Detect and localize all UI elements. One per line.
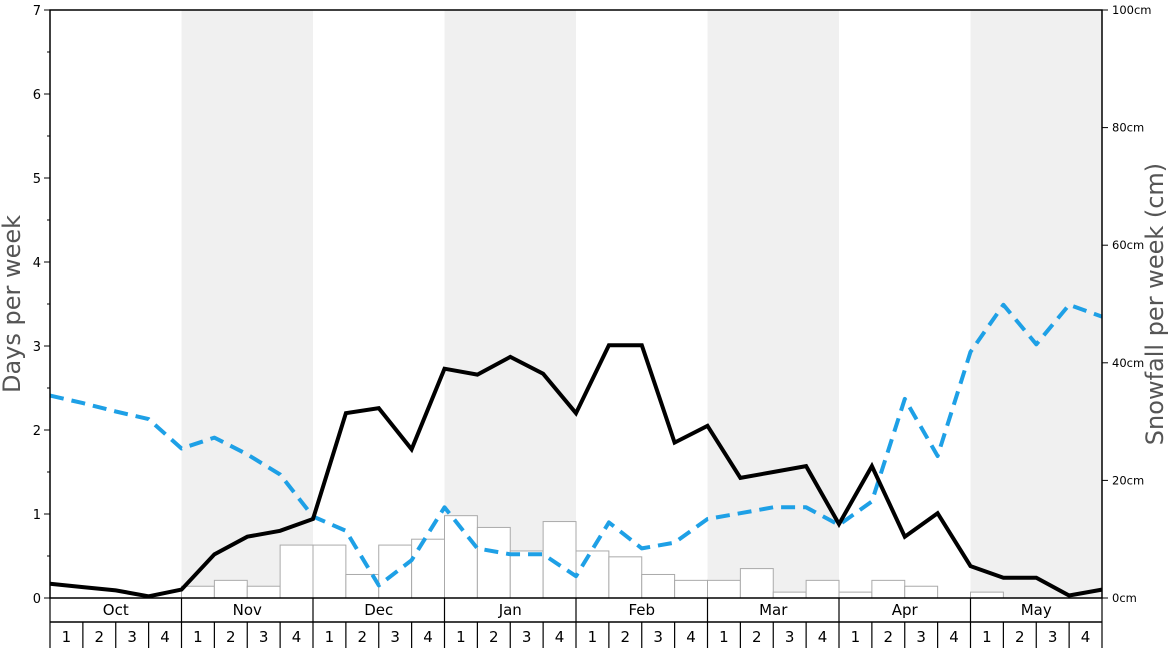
- week-label: 2: [621, 628, 631, 646]
- snowfall-bar: [772, 591, 807, 599]
- week-label: 3: [1048, 628, 1058, 646]
- month-label: Oct: [103, 601, 129, 619]
- snowfall-bar: [246, 585, 281, 599]
- week-label: 3: [653, 628, 663, 646]
- snowfall-bar: [739, 568, 774, 599]
- left-axis-title: Days per week: [0, 215, 26, 393]
- week-label: 1: [62, 628, 72, 646]
- week-label: 4: [160, 628, 170, 646]
- week-label: 1: [719, 628, 729, 646]
- week-label: 3: [390, 628, 400, 646]
- snowfall-bar: [904, 585, 939, 599]
- week-label: 1: [456, 628, 466, 646]
- snowfall-bars: [181, 515, 1004, 599]
- left-tick-label: 5: [33, 172, 41, 187]
- week-label: 1: [588, 628, 598, 646]
- left-axis: 0 1 2 3 4 5 6 7: [33, 4, 50, 607]
- week-label: 2: [1015, 628, 1025, 646]
- snowfall-bar: [838, 591, 873, 599]
- snowfall-bar: [476, 526, 511, 599]
- shade-may: [970, 10, 1102, 598]
- week-label: 4: [555, 628, 565, 646]
- week-label: 4: [686, 628, 696, 646]
- shade-mar: [707, 10, 839, 598]
- right-axis: 0cm 20cm 40cm 60cm 80cm 100cm: [1102, 3, 1151, 605]
- week-label: 3: [259, 628, 269, 646]
- snowfall-bar: [608, 556, 643, 599]
- month-label: Apr: [892, 601, 919, 619]
- snowfall-bar: [312, 544, 347, 599]
- week-label: 2: [226, 628, 236, 646]
- right-axis-title: Snowfall per week (cm): [1141, 163, 1168, 445]
- week-label: 2: [358, 628, 368, 646]
- week-label: 4: [818, 628, 828, 646]
- week-label: 1: [193, 628, 203, 646]
- left-tick-label: 6: [33, 88, 41, 103]
- left-tick-label: 7: [33, 4, 41, 19]
- snowfall-bar: [509, 550, 544, 599]
- snowfall-bar: [411, 538, 445, 599]
- snowfall-bar: [181, 585, 215, 599]
- right-tick-label: 20cm: [1112, 473, 1144, 487]
- week-label: 3: [522, 628, 532, 646]
- left-tick-label: 0: [33, 592, 41, 607]
- month-label: Mar: [759, 601, 788, 619]
- snowfall-bar: [970, 591, 1004, 599]
- week-label: 2: [884, 628, 894, 646]
- snowfall-bar: [707, 579, 741, 599]
- snowfall-bar: [213, 579, 248, 599]
- snowfall-bar: [805, 579, 840, 599]
- month-row: Oct Nov Dec Jan Feb Mar Apr May: [49, 598, 1103, 623]
- week-label: 1: [982, 628, 992, 646]
- right-tick-label: 40cm: [1112, 356, 1144, 370]
- week-label: 1: [325, 628, 335, 646]
- week-label: 3: [916, 628, 926, 646]
- month-label: Dec: [364, 601, 393, 619]
- week-label: 2: [489, 628, 499, 646]
- left-tick-label: 1: [33, 508, 41, 523]
- week-row: 1 2 3 4 1 2 3 4 1 2 3 4 1 2 3 4 1 2 3 4 1 2 3 4 1 2 3 4 1 2 3 4: [49, 622, 1103, 648]
- left-tick-label: 2: [33, 424, 41, 439]
- snowfall-bar: [871, 579, 906, 599]
- week-label: 1: [851, 628, 861, 646]
- snowfall-bar: [674, 579, 708, 599]
- week-label: 2: [95, 628, 105, 646]
- left-tick-label: 4: [33, 256, 41, 271]
- week-label: 4: [949, 628, 959, 646]
- series-lines: [49, 302, 1103, 599]
- month-shading: [181, 10, 1102, 598]
- week-label: 3: [785, 628, 795, 646]
- shade-nov: [181, 10, 313, 598]
- snowfall-bar: [641, 573, 676, 599]
- month-label: Feb: [628, 601, 655, 619]
- left-tick-label: 3: [33, 340, 41, 355]
- month-label: Nov: [233, 601, 262, 619]
- snowfall-bar: [279, 544, 314, 599]
- month-label: May: [1021, 601, 1052, 619]
- dashed-series-line: [49, 302, 1103, 588]
- week-label: 2: [752, 628, 762, 646]
- snowfall-bar: [575, 550, 610, 599]
- shade-jan: [444, 10, 576, 598]
- week-label: 4: [1081, 628, 1091, 646]
- solid-series-line: [49, 343, 1103, 599]
- week-label: 4: [292, 628, 302, 646]
- right-tick-label: 100cm: [1112, 3, 1151, 17]
- month-label: Jan: [498, 601, 522, 619]
- week-label: 3: [127, 628, 137, 646]
- right-tick-label: 80cm: [1112, 121, 1144, 135]
- right-tick-label: 60cm: [1112, 238, 1144, 252]
- week-label: 4: [423, 628, 433, 646]
- right-tick-label: 0cm: [1112, 591, 1137, 605]
